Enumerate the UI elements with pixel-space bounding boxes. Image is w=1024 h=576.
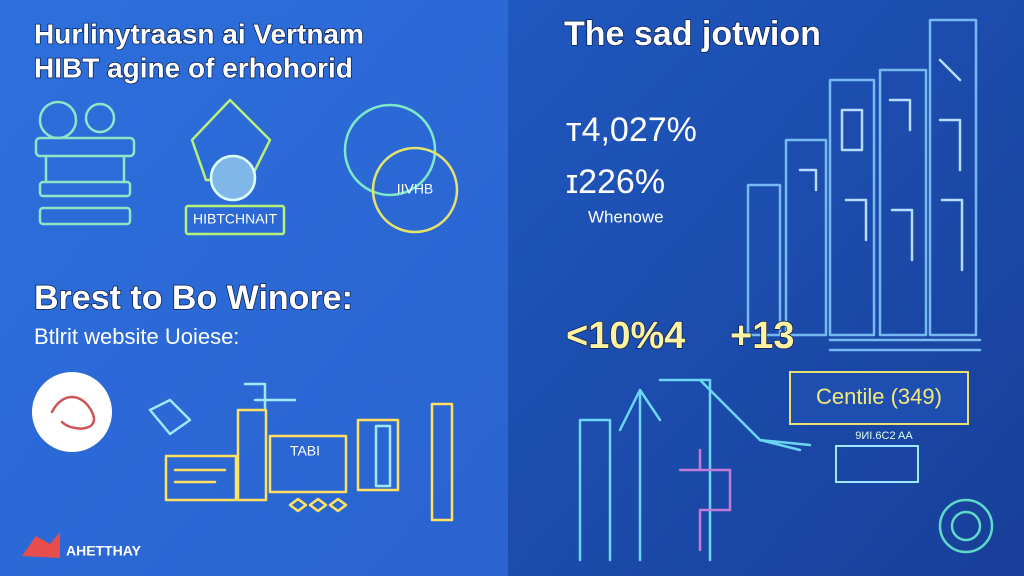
right-title: The sad jotwion	[564, 15, 821, 53]
ring-icon	[343, 103, 459, 234]
city-illustration	[164, 402, 454, 522]
note-box	[835, 445, 919, 483]
subheading: Btlrit website Uoiese:	[34, 324, 239, 349]
highlight: <10%4	[566, 315, 685, 357]
title-line: HIBT agine of erhohorid	[34, 52, 353, 83]
right-panel	[508, 0, 1024, 576]
city-illustration	[148, 382, 392, 488]
icon-label: HIBTCHNAIT	[193, 211, 277, 227]
stat: т4,027%	[566, 111, 697, 149]
brand-logo	[22, 532, 60, 558]
coin-icon	[184, 98, 286, 236]
arrow-lines	[578, 378, 812, 562]
logo-circle	[32, 372, 112, 452]
logo-mark	[50, 395, 96, 430]
device-icon	[34, 100, 136, 226]
label-box	[789, 371, 969, 425]
building-lines	[746, 18, 982, 352]
highlight: +13	[730, 315, 794, 357]
sign-label: TABI	[290, 443, 320, 459]
emblem	[938, 498, 994, 554]
title-line: Hurlinytraasn ai Vertnam	[34, 18, 364, 49]
icon-label: IIVHB	[397, 181, 434, 197]
heading: Brest to Bo Winore:	[34, 279, 353, 317]
left-panel	[0, 0, 508, 576]
box-note: 9ИІ.6C2 AA	[855, 430, 913, 442]
box-label: Centile (349)	[816, 384, 942, 409]
brand: AHETTHAY	[66, 543, 142, 559]
stat: ɪ226%	[566, 163, 665, 201]
stat-caption: Whenowe	[588, 207, 664, 226]
building-glyphs	[798, 58, 964, 272]
accent-line	[678, 448, 732, 552]
